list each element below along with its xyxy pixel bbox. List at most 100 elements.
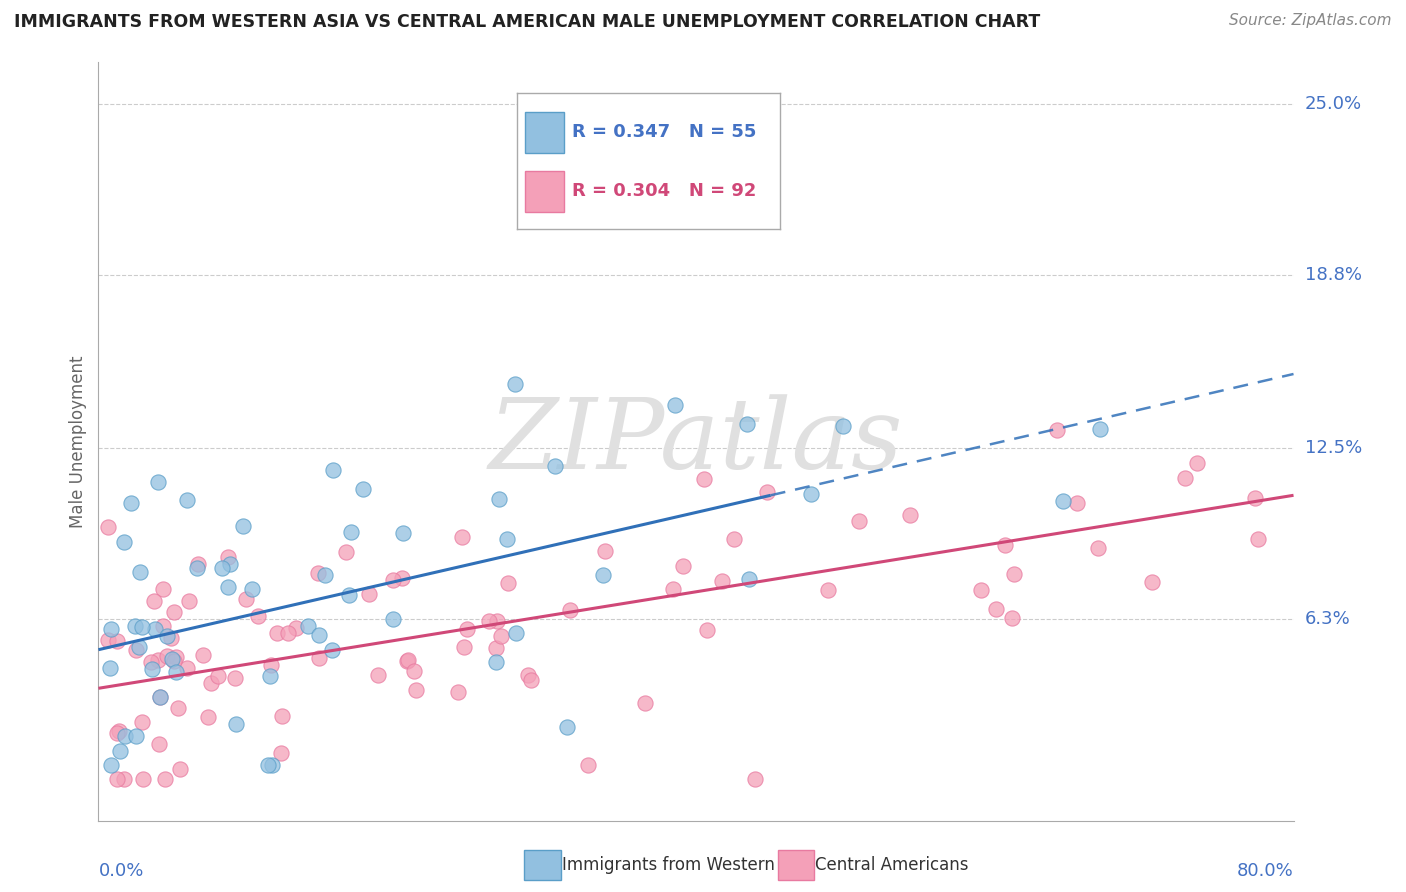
Point bbox=[307, 566, 329, 580]
Point bbox=[114, 729, 136, 743]
Point bbox=[544, 458, 567, 473]
Point bbox=[456, 622, 478, 636]
Point bbox=[451, 530, 474, 544]
Point bbox=[224, 671, 246, 685]
Point bbox=[235, 591, 257, 606]
Point bbox=[260, 657, 283, 672]
Point bbox=[246, 609, 269, 624]
Point bbox=[994, 538, 1017, 552]
Point bbox=[240, 582, 263, 596]
Point bbox=[520, 673, 543, 687]
Point bbox=[176, 493, 198, 508]
Point bbox=[124, 619, 146, 633]
Point bbox=[131, 714, 153, 729]
Point bbox=[219, 557, 242, 571]
Text: 25.0%: 25.0% bbox=[1305, 95, 1362, 112]
Point bbox=[139, 655, 162, 669]
Point bbox=[396, 653, 419, 667]
Point bbox=[357, 587, 380, 601]
Point bbox=[308, 628, 330, 642]
Point bbox=[453, 640, 475, 654]
Point bbox=[148, 652, 170, 666]
Point bbox=[153, 772, 176, 787]
Point bbox=[152, 582, 174, 596]
Point bbox=[337, 588, 360, 602]
Text: ZIPatlas: ZIPatlas bbox=[489, 394, 903, 489]
Point bbox=[352, 482, 374, 496]
Point bbox=[1087, 541, 1109, 555]
Point bbox=[737, 417, 759, 432]
Point bbox=[391, 571, 413, 585]
Point bbox=[132, 772, 155, 787]
Point bbox=[984, 601, 1007, 615]
Point bbox=[503, 376, 526, 391]
Point bbox=[592, 567, 614, 582]
Point bbox=[1247, 532, 1270, 546]
Point bbox=[664, 398, 686, 412]
Point bbox=[693, 472, 716, 486]
Point bbox=[1052, 494, 1074, 508]
Point bbox=[405, 682, 427, 697]
Point bbox=[143, 622, 166, 636]
Point bbox=[634, 696, 657, 710]
Point bbox=[232, 519, 254, 533]
Point bbox=[163, 654, 186, 668]
Point bbox=[831, 419, 853, 434]
Point bbox=[112, 772, 135, 787]
Point bbox=[97, 633, 120, 648]
Point bbox=[160, 652, 183, 666]
Point bbox=[149, 690, 172, 705]
Point bbox=[755, 485, 778, 500]
Point bbox=[128, 640, 150, 655]
Point bbox=[969, 583, 991, 598]
Point bbox=[187, 557, 209, 571]
Text: 12.5%: 12.5% bbox=[1305, 440, 1362, 458]
Point bbox=[800, 487, 823, 501]
Point bbox=[1046, 423, 1069, 437]
Point bbox=[560, 603, 582, 617]
Point bbox=[402, 664, 425, 678]
Text: 80.0%: 80.0% bbox=[1237, 863, 1294, 880]
Point bbox=[186, 561, 208, 575]
Point bbox=[1174, 471, 1197, 485]
Point bbox=[266, 626, 288, 640]
Point bbox=[100, 758, 122, 772]
Point bbox=[271, 709, 294, 723]
Point bbox=[737, 572, 759, 586]
Point bbox=[340, 525, 363, 540]
Point bbox=[485, 641, 508, 656]
Point bbox=[257, 758, 280, 772]
Text: 0.0%: 0.0% bbox=[98, 863, 143, 880]
Point bbox=[672, 559, 695, 574]
Point bbox=[696, 623, 718, 637]
Point bbox=[1066, 495, 1088, 509]
Point bbox=[149, 690, 172, 704]
Point bbox=[121, 496, 143, 510]
Y-axis label: Male Unemployment: Male Unemployment bbox=[69, 355, 87, 528]
Text: 6.3%: 6.3% bbox=[1305, 610, 1350, 628]
Point bbox=[112, 534, 135, 549]
Point bbox=[163, 605, 186, 619]
Text: IMMIGRANTS FROM WESTERN ASIA VS CENTRAL AMERICAN MALE UNEMPLOYMENT CORRELATION C: IMMIGRANTS FROM WESTERN ASIA VS CENTRAL … bbox=[14, 13, 1040, 31]
Point bbox=[367, 668, 389, 682]
Point bbox=[143, 593, 166, 607]
Point bbox=[321, 643, 343, 657]
Point bbox=[148, 475, 170, 489]
Point bbox=[166, 700, 188, 714]
Point bbox=[110, 744, 132, 758]
Point bbox=[270, 746, 292, 760]
Point bbox=[517, 667, 540, 681]
Point bbox=[105, 634, 128, 648]
Point bbox=[98, 661, 121, 675]
Point bbox=[595, 543, 617, 558]
Point bbox=[105, 772, 128, 787]
Point bbox=[711, 574, 734, 589]
Text: Source: ZipAtlas.com: Source: ZipAtlas.com bbox=[1229, 13, 1392, 29]
Point bbox=[100, 622, 122, 636]
Point bbox=[156, 629, 179, 643]
Text: 18.8%: 18.8% bbox=[1305, 266, 1361, 284]
Point bbox=[744, 772, 766, 787]
Point bbox=[152, 618, 174, 632]
Point bbox=[1140, 575, 1163, 590]
Point bbox=[1088, 422, 1111, 436]
